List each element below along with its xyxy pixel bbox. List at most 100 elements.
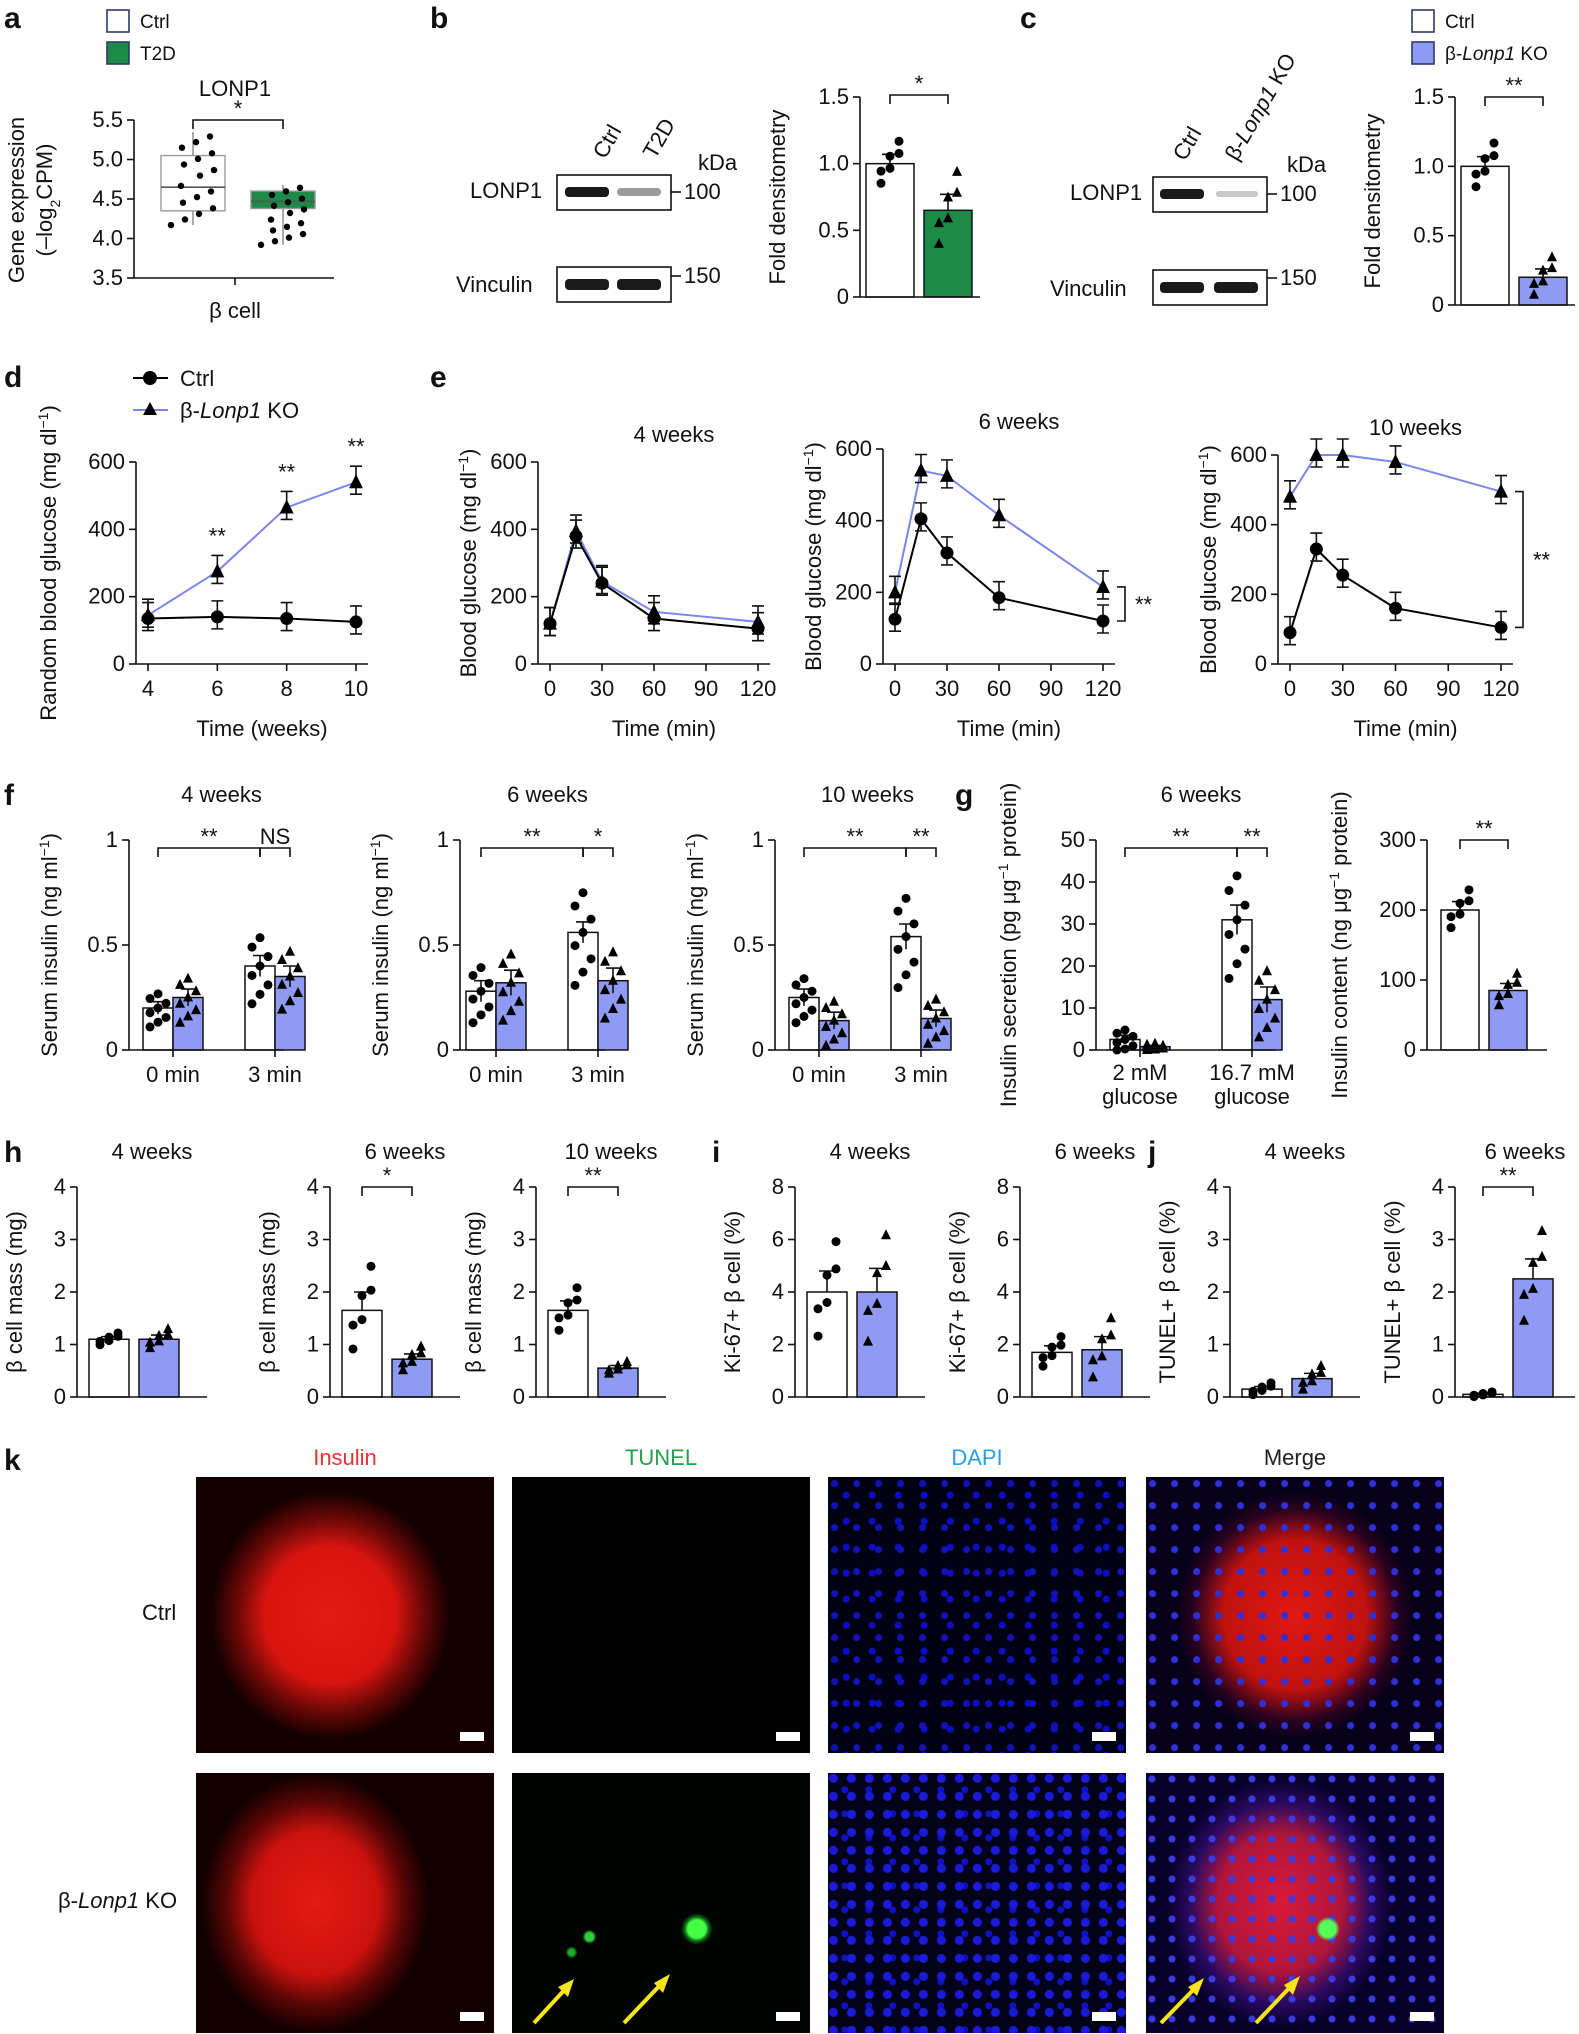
g2-sig-bracket (1459, 839, 1509, 849)
b-point (894, 148, 904, 158)
e1-point (647, 612, 661, 626)
f1-b-sig-bracket (259, 847, 291, 857)
f1-ytick-label: 1 (106, 827, 118, 852)
g1-ytick-label: 10 (1061, 995, 1085, 1020)
c-sig-bracket (1484, 96, 1544, 106)
d-ytick-label: 600 (88, 449, 125, 474)
f3-sig-bracket (803, 847, 907, 857)
f2-point (608, 946, 618, 957)
e1-ytick-label: 400 (490, 516, 527, 541)
c-point (1547, 262, 1557, 273)
a-ytick-label: 5.0 (92, 147, 123, 172)
b-point (943, 191, 953, 202)
f3-point (799, 1011, 809, 1021)
a-sig-label: * (234, 96, 243, 121)
i1-title: 4 weeks (830, 1139, 911, 1164)
e2-point (888, 584, 902, 599)
a-point (267, 216, 275, 223)
c-bar-0 (1460, 165, 1510, 306)
f1-sig-bracket (157, 847, 261, 857)
c-ytick-label: 1.5 (1413, 84, 1444, 109)
i1-ytick-label: 4 (772, 1279, 784, 1304)
f1-point (153, 1017, 163, 1027)
f2-point (514, 995, 524, 1006)
mic-row-ko: β-Lonp1 KO (58, 1888, 178, 1913)
h1-ylabel: β cell mass (mg) (2, 1211, 27, 1373)
mic-row-ctrl: Ctrl (142, 1600, 177, 1625)
f3-point (931, 1031, 941, 1042)
f2-point (616, 993, 626, 1004)
f2-point (506, 948, 516, 959)
f2-ytick-label: 0 (437, 1037, 449, 1062)
c-ytick-label: 0 (1432, 292, 1444, 317)
e2-xtick-label: 90 (1039, 676, 1063, 701)
g2-point (1512, 976, 1522, 987)
e1-point (569, 529, 583, 543)
a-point (283, 223, 291, 231)
a-point (268, 191, 276, 199)
j1-ytick-label: 3 (1207, 1227, 1219, 1252)
g2-point (1446, 923, 1456, 933)
h3-point (604, 1364, 614, 1375)
f1-point (153, 989, 163, 999)
i2-ytick-label: 4 (997, 1279, 1009, 1304)
h1-point (95, 1336, 105, 1346)
e2-point (1096, 614, 1110, 628)
c-ylabel: Fold densitometry (1360, 114, 1385, 289)
i2-point (1047, 1342, 1057, 1352)
blot-c-band-vinc-ko (1214, 282, 1258, 293)
e2-point (940, 546, 954, 560)
b-sig-label: * (915, 71, 924, 96)
b-point (943, 212, 953, 223)
f3-point (791, 1018, 801, 1028)
f1-sig-label: ** (200, 824, 218, 849)
a-point (270, 202, 278, 209)
f3-xtick-label: 0 min (792, 1062, 846, 1087)
f1-point (247, 970, 257, 980)
image-ctrl-dapi (828, 1477, 1126, 1753)
f2-point (476, 963, 486, 973)
j2-point (1519, 1314, 1529, 1325)
j2-point (1528, 1256, 1538, 1267)
h3-ylabel: β cell mass (mg) (461, 1211, 486, 1373)
g2-point (1503, 988, 1513, 998)
d-xtick-label: 10 (344, 676, 368, 701)
a-point (285, 234, 293, 241)
b-sig-bracket (889, 94, 949, 104)
h3-point (554, 1325, 564, 1335)
j1-title: 4 weeks (1265, 1139, 1346, 1164)
legend-marker-ko-d (143, 402, 157, 415)
e2-ytick-label: 0 (860, 651, 872, 676)
legend-ko-c: β-Lonp1 KO (1445, 44, 1548, 65)
f3-point (821, 1002, 831, 1012)
f3-point (791, 999, 801, 1009)
h2-sig-label: * (383, 1163, 392, 1188)
h3-ytick-label: 2 (513, 1279, 525, 1304)
g1-b-sig-label: ** (1243, 824, 1261, 849)
f1-point (277, 978, 287, 989)
legend-swatch-ko-c (1411, 41, 1435, 65)
f1-point (255, 961, 265, 971)
g2-ylabel: Insulin content (ng μg−1 protein) (1326, 791, 1352, 1099)
a-point (296, 184, 304, 191)
mic-col-dapi: DAPI (951, 1445, 1003, 1470)
f2-bar-1-0 (567, 931, 599, 1051)
e2-title: 6 weeks (979, 409, 1060, 434)
h1-ytick-label: 2 (54, 1279, 66, 1304)
g1-title: 6 weeks (1161, 782, 1242, 807)
g1-point (1262, 965, 1272, 976)
h1-bar-1 (138, 1338, 180, 1398)
g1-xtick-label: 2 mM (1113, 1060, 1168, 1085)
e1-point (751, 622, 765, 636)
g2-point (1464, 896, 1474, 906)
h3-point (563, 1298, 573, 1308)
h2-title: 6 weeks (365, 1139, 446, 1164)
blot-c-lane-ctrl: Ctrl (1168, 122, 1207, 164)
c-point (1538, 264, 1548, 275)
b-point (934, 237, 944, 248)
h2-point (416, 1340, 426, 1351)
legend-swatch-t2d (106, 41, 130, 65)
h2-point (407, 1355, 417, 1366)
blot-c-row-lonp1: LONP1 (1070, 180, 1142, 205)
g1-point (1232, 959, 1242, 969)
